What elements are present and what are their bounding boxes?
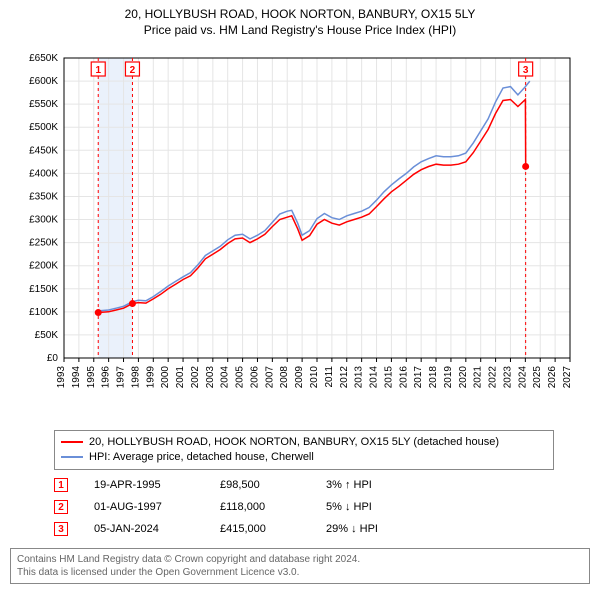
svg-text:£500K: £500K (29, 122, 58, 133)
svg-text:2016: 2016 (398, 366, 409, 389)
svg-text:2001: 2001 (175, 366, 186, 389)
event-row: 3 05-JAN-2024 £415,000 29% ↓ HPI (54, 518, 554, 540)
event-hpi-delta: 5% ↓ HPI (326, 501, 436, 513)
svg-text:£400K: £400K (29, 168, 58, 179)
svg-text:3: 3 (523, 65, 529, 76)
svg-text:2020: 2020 (458, 366, 469, 389)
svg-text:£600K: £600K (29, 76, 58, 87)
title-block: 20, HOLLYBUSH ROAD, HOOK NORTON, BANBURY… (0, 0, 600, 38)
svg-text:2004: 2004 (220, 366, 231, 389)
svg-text:2013: 2013 (354, 366, 365, 389)
event-marker: 2 (54, 500, 68, 514)
page-root: 20, HOLLYBUSH ROAD, HOOK NORTON, BANBURY… (0, 0, 600, 590)
svg-text:2026: 2026 (547, 366, 558, 389)
svg-text:1: 1 (95, 65, 101, 76)
events-table: 1 19-APR-1995 £98,500 3% ↑ HPI 2 01-AUG-1997 £… (54, 474, 554, 540)
svg-text:1996: 1996 (101, 366, 112, 389)
svg-text:£250K: £250K (29, 238, 58, 249)
event-price: £98,500 (220, 479, 300, 491)
event-hpi-delta: 29% ↓ HPI (326, 523, 436, 535)
svg-text:£0: £0 (47, 353, 59, 364)
svg-text:2015: 2015 (383, 366, 394, 389)
svg-text:£450K: £450K (29, 145, 58, 156)
svg-text:2011: 2011 (324, 366, 335, 388)
footer-line-1: Contains HM Land Registry data © Crown c… (17, 553, 583, 566)
svg-text:£650K: £650K (29, 53, 58, 64)
svg-text:2012: 2012 (339, 366, 350, 389)
svg-text:£50K: £50K (35, 330, 59, 341)
title-line-2: Price paid vs. HM Land Registry's House … (0, 22, 600, 38)
svg-text:2009: 2009 (294, 366, 305, 389)
legend: 20, HOLLYBUSH ROAD, HOOK NORTON, BANBURY… (54, 430, 554, 470)
svg-text:2023: 2023 (502, 366, 513, 389)
legend-row: HPI: Average price, detached house, Cher… (61, 450, 547, 465)
svg-text:£150K: £150K (29, 284, 58, 295)
legend-swatch (61, 456, 83, 458)
svg-text:1995: 1995 (86, 366, 97, 389)
svg-text:2005: 2005 (235, 366, 246, 389)
svg-text:£200K: £200K (29, 261, 58, 272)
svg-text:2019: 2019 (443, 366, 454, 389)
svg-text:2018: 2018 (428, 366, 439, 389)
event-row: 2 01-AUG-1997 £118,000 5% ↓ HPI (54, 496, 554, 518)
legend-label: 20, HOLLYBUSH ROAD, HOOK NORTON, BANBURY… (89, 435, 499, 450)
event-date: 05-JAN-2024 (94, 523, 194, 535)
svg-text:2025: 2025 (532, 366, 543, 389)
svg-text:£300K: £300K (29, 215, 58, 226)
event-date: 19-APR-1995 (94, 479, 194, 491)
svg-text:2022: 2022 (488, 366, 499, 389)
svg-text:2014: 2014 (369, 366, 380, 389)
svg-text:2021: 2021 (473, 366, 484, 389)
event-hpi-delta: 3% ↑ HPI (326, 479, 436, 491)
footer-line-2: This data is licensed under the Open Gov… (17, 566, 583, 579)
chart-container: £0 £50K £100K £150K £200K £250K £300K £350K £400… (10, 42, 590, 422)
footer-attribution: Contains HM Land Registry data © Crown c… (10, 548, 590, 584)
event-marker: 3 (54, 522, 68, 536)
svg-text:1994: 1994 (71, 366, 82, 389)
legend-label: HPI: Average price, detached house, Cher… (89, 450, 314, 465)
svg-text:2006: 2006 (249, 366, 260, 389)
svg-text:£100K: £100K (29, 307, 58, 318)
svg-text:2024: 2024 (517, 366, 528, 389)
svg-text:2002: 2002 (190, 366, 201, 389)
title-line-1: 20, HOLLYBUSH ROAD, HOOK NORTON, BANBURY… (0, 6, 600, 22)
event-price: £118,000 (220, 501, 300, 513)
svg-text:1993: 1993 (56, 366, 67, 389)
svg-text:2008: 2008 (279, 366, 290, 389)
event-marker: 1 (54, 478, 68, 492)
price-chart: £0 £50K £100K £150K £200K £250K £300K £350K £400… (10, 42, 590, 422)
legend-row: 20, HOLLYBUSH ROAD, HOOK NORTON, BANBURY… (61, 435, 547, 450)
svg-text:1999: 1999 (145, 366, 156, 389)
svg-text:£550K: £550K (29, 99, 58, 110)
svg-text:1998: 1998 (130, 366, 141, 389)
svg-text:2027: 2027 (562, 366, 573, 389)
svg-text:2003: 2003 (205, 366, 216, 389)
svg-text:2010: 2010 (309, 366, 320, 389)
svg-text:2: 2 (130, 65, 136, 76)
svg-text:1997: 1997 (116, 366, 127, 389)
event-row: 1 19-APR-1995 £98,500 3% ↑ HPI (54, 474, 554, 496)
svg-text:2007: 2007 (264, 366, 275, 389)
svg-text:2017: 2017 (413, 366, 424, 389)
event-price: £415,000 (220, 523, 300, 535)
event-date: 01-AUG-1997 (94, 501, 194, 513)
svg-text:£350K: £350K (29, 191, 58, 202)
svg-text:2000: 2000 (160, 366, 171, 389)
legend-swatch (61, 441, 83, 443)
